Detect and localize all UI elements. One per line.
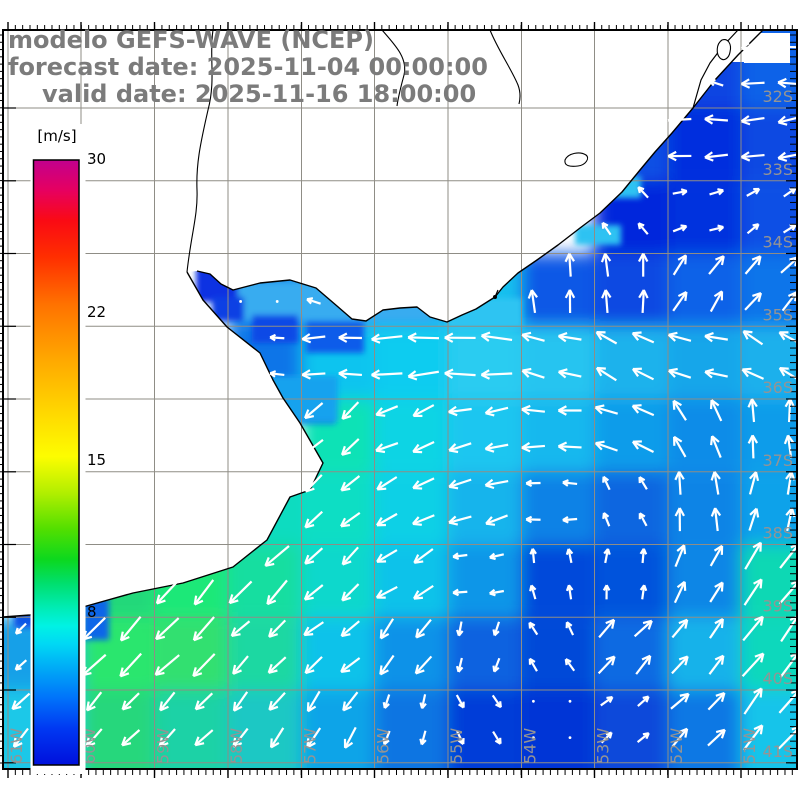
lat-label: 39S xyxy=(762,596,793,615)
lagoon xyxy=(564,152,589,167)
coastline xyxy=(2,29,764,618)
lon-label: 57W xyxy=(301,728,320,764)
river-line xyxy=(381,29,406,107)
forecast-date: forecast date: 2025-11-04 00:00:00 xyxy=(8,53,488,81)
wave-direction-arrows xyxy=(11,41,797,751)
graticule xyxy=(3,30,797,769)
station-marker-flag xyxy=(494,289,499,298)
lat-label: 36S xyxy=(762,378,793,397)
lat-label: 32S xyxy=(762,87,793,106)
lon-label: 55W xyxy=(447,728,466,764)
lon-label: 59W xyxy=(154,728,173,764)
lagoon xyxy=(716,39,732,61)
lat-label: 35S xyxy=(762,305,793,324)
lat-label: 41S xyxy=(762,742,793,761)
colorbar xyxy=(32,159,80,766)
lon-label: 53W xyxy=(594,728,613,764)
lat-label: 40S xyxy=(762,669,793,688)
lat-label: 34S xyxy=(762,233,793,252)
river-line xyxy=(186,29,214,273)
colorbar-unit: [m/s] xyxy=(37,127,77,145)
lon-label: 58W xyxy=(227,728,246,764)
lon-label: 52W xyxy=(667,728,686,764)
valid-date: valid date: 2025-11-16 18:00:00 xyxy=(42,80,477,108)
lat-label: 37S xyxy=(762,451,793,470)
river-line xyxy=(489,29,521,105)
lon-label: 61W xyxy=(7,728,26,764)
land-mass xyxy=(3,30,763,617)
axis-ticks xyxy=(0,22,797,778)
colorbar-tick-label: 15 xyxy=(87,450,107,469)
lat-label: 33S xyxy=(762,160,793,179)
colorbar-tick-label: 8 xyxy=(87,602,97,621)
lon-label: 56W xyxy=(374,728,393,764)
lon-label: 51W xyxy=(740,728,759,764)
colorbar-tick-label: 30 xyxy=(87,150,107,168)
model-title: modelo GEFS-WAVE (NCEP) xyxy=(8,26,374,54)
lat-label: 38S xyxy=(762,524,793,543)
colorbar-tick-label: 22 xyxy=(87,303,107,322)
lon-label: 54W xyxy=(521,728,540,764)
